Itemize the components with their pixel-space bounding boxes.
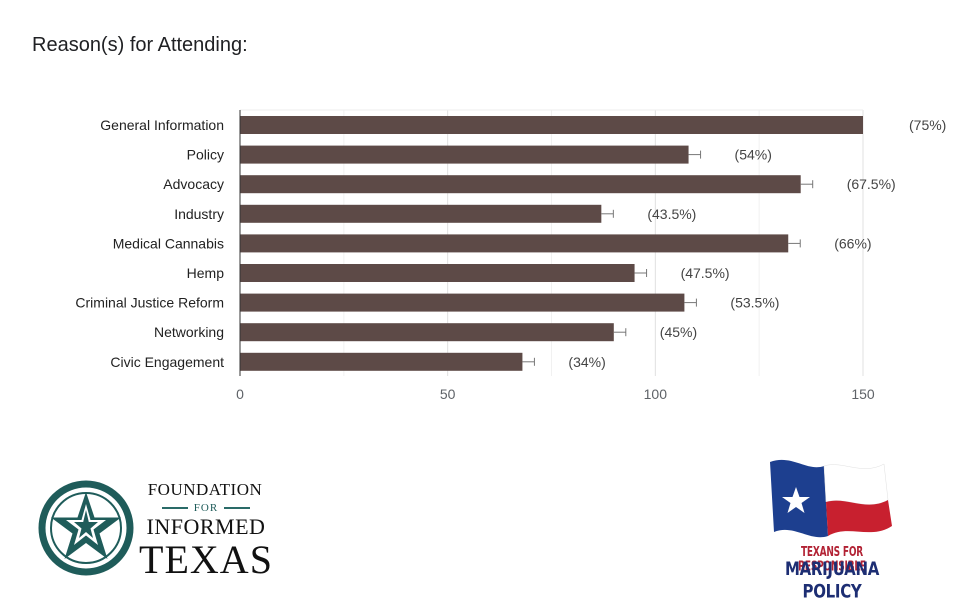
data-label: (45%) xyxy=(660,324,697,340)
texas-flag-icon xyxy=(770,459,892,538)
bar xyxy=(240,352,523,371)
logo-text-texas: TEXAS xyxy=(139,537,273,582)
logo-text-informed: INFORMED xyxy=(146,514,266,539)
category-label: Hemp xyxy=(187,265,225,281)
category-label: Policy xyxy=(187,147,224,163)
labels: 0 50 100 150 General Information (75%) Policy (… xyxy=(75,117,946,402)
category-label: Civic Engagement xyxy=(110,354,224,370)
bar xyxy=(240,293,685,312)
data-label: (75%) xyxy=(909,117,946,133)
bars xyxy=(240,116,863,371)
bar xyxy=(240,116,863,134)
data-label: (43.5%) xyxy=(647,206,696,222)
bar xyxy=(240,264,635,282)
bar xyxy=(240,204,602,223)
texans-for-responsible-marijuana-policy-logo: TEXANS FOR RESPONSIBLE MARIJUANA POLICY xyxy=(762,442,902,603)
x-tick-label: 100 xyxy=(644,386,668,402)
category-label: Networking xyxy=(154,324,224,340)
data-label: (66%) xyxy=(834,235,871,251)
logo-text-marijuana-policy: MARIJUANA POLICY xyxy=(784,557,880,603)
category-label: Industry xyxy=(174,206,224,222)
bar xyxy=(240,323,614,342)
x-tick-label: 0 xyxy=(236,386,244,402)
logo-text-texans-for-responsible: TEXANS FOR RESPONSIBLE xyxy=(798,545,866,575)
logo-text-foundation: FOUNDATION xyxy=(147,480,263,499)
category-label: Criminal Justice Reform xyxy=(75,295,224,311)
chart-title: Reason(s) for Attending: xyxy=(32,34,248,56)
category-label: Medical Cannabis xyxy=(113,235,224,251)
x-tick-label: 150 xyxy=(851,386,875,402)
bar xyxy=(240,175,801,194)
bar xyxy=(240,145,689,164)
data-label: (53.5%) xyxy=(730,295,779,311)
star-seal-icon xyxy=(38,480,134,576)
logo-text-for: FOR xyxy=(136,502,276,514)
foundation-for-informed-texas-logo: FOUNDATION FOR INFORMED TEXAS xyxy=(38,478,278,582)
category-label: Advocacy xyxy=(163,176,224,192)
data-label: (47.5%) xyxy=(681,265,730,281)
data-label: (67.5%) xyxy=(847,176,896,192)
bar-chart: 0 50 100 150 General Information (75%) Policy (… xyxy=(75,109,946,402)
bar xyxy=(240,234,789,253)
data-label: (54%) xyxy=(735,147,772,163)
x-tick-label: 50 xyxy=(440,386,456,402)
data-label: (34%) xyxy=(568,354,605,370)
category-label: General Information xyxy=(100,117,224,133)
